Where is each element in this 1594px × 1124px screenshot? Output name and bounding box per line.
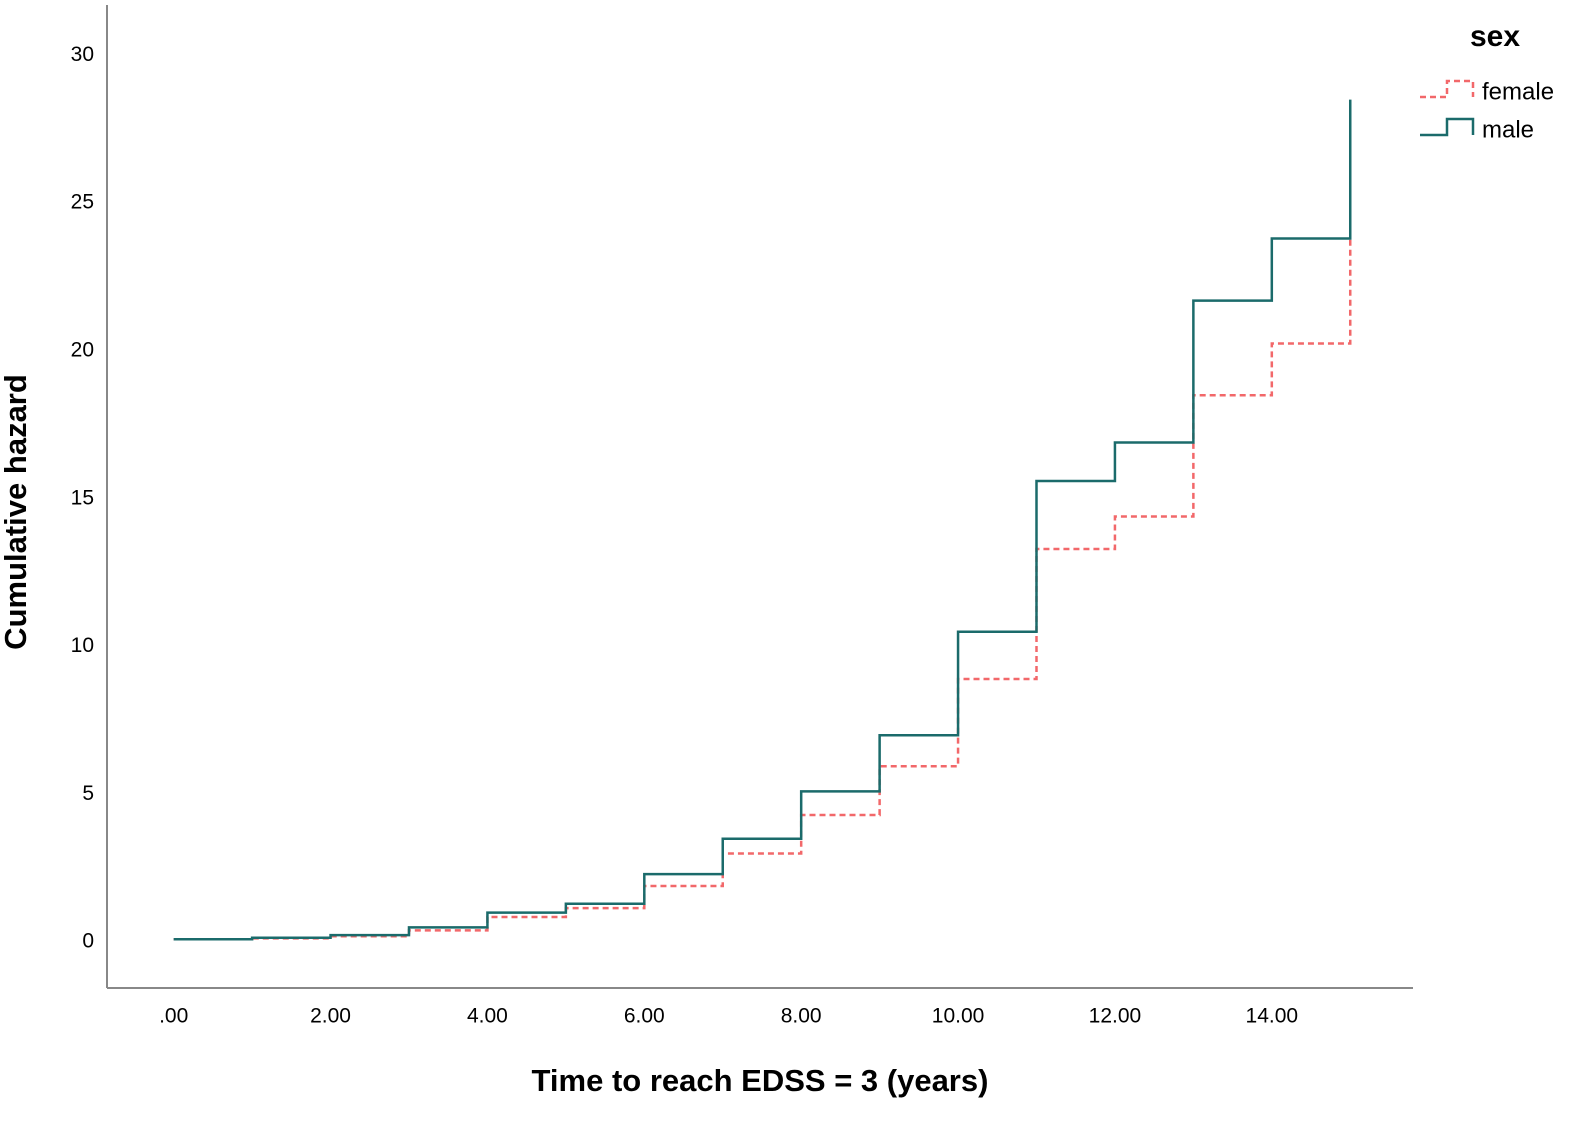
y-tick-label: 25	[71, 191, 94, 214]
x-tick-label: 12.00	[1089, 1005, 1142, 1028]
x-tick-label: 8.00	[781, 1005, 822, 1028]
y-tick-label: 20	[71, 338, 94, 361]
x-tick-label: 6.00	[624, 1005, 665, 1028]
x-tick-label: .00	[159, 1005, 188, 1028]
y-tick-label: 15	[71, 486, 94, 509]
x-tick-label: 2.00	[310, 1005, 351, 1028]
legend-swatch	[1420, 117, 1475, 137]
step-line	[173, 238, 1352, 941]
step-line	[173, 99, 1352, 941]
x-tick-label: 14.00	[1246, 1005, 1299, 1028]
legend-swatch	[1420, 79, 1475, 99]
x-tick-label: 4.00	[467, 1005, 508, 1028]
y-tick-label: 30	[71, 43, 94, 66]
x-tick-label: 10.00	[932, 1005, 985, 1028]
y-tick-label: 5	[82, 782, 94, 805]
y-tick-label: 0	[82, 930, 94, 953]
y-tick-label: 10	[71, 634, 94, 657]
legend-title: sex	[1470, 20, 1520, 53]
legend-label: male	[1482, 116, 1534, 143]
y-axis-title: Cumulative hazard	[0, 374, 33, 650]
legend-label: female	[1482, 78, 1554, 105]
x-axis-title: Time to reach EDSS = 3 (years)	[532, 1063, 989, 1098]
